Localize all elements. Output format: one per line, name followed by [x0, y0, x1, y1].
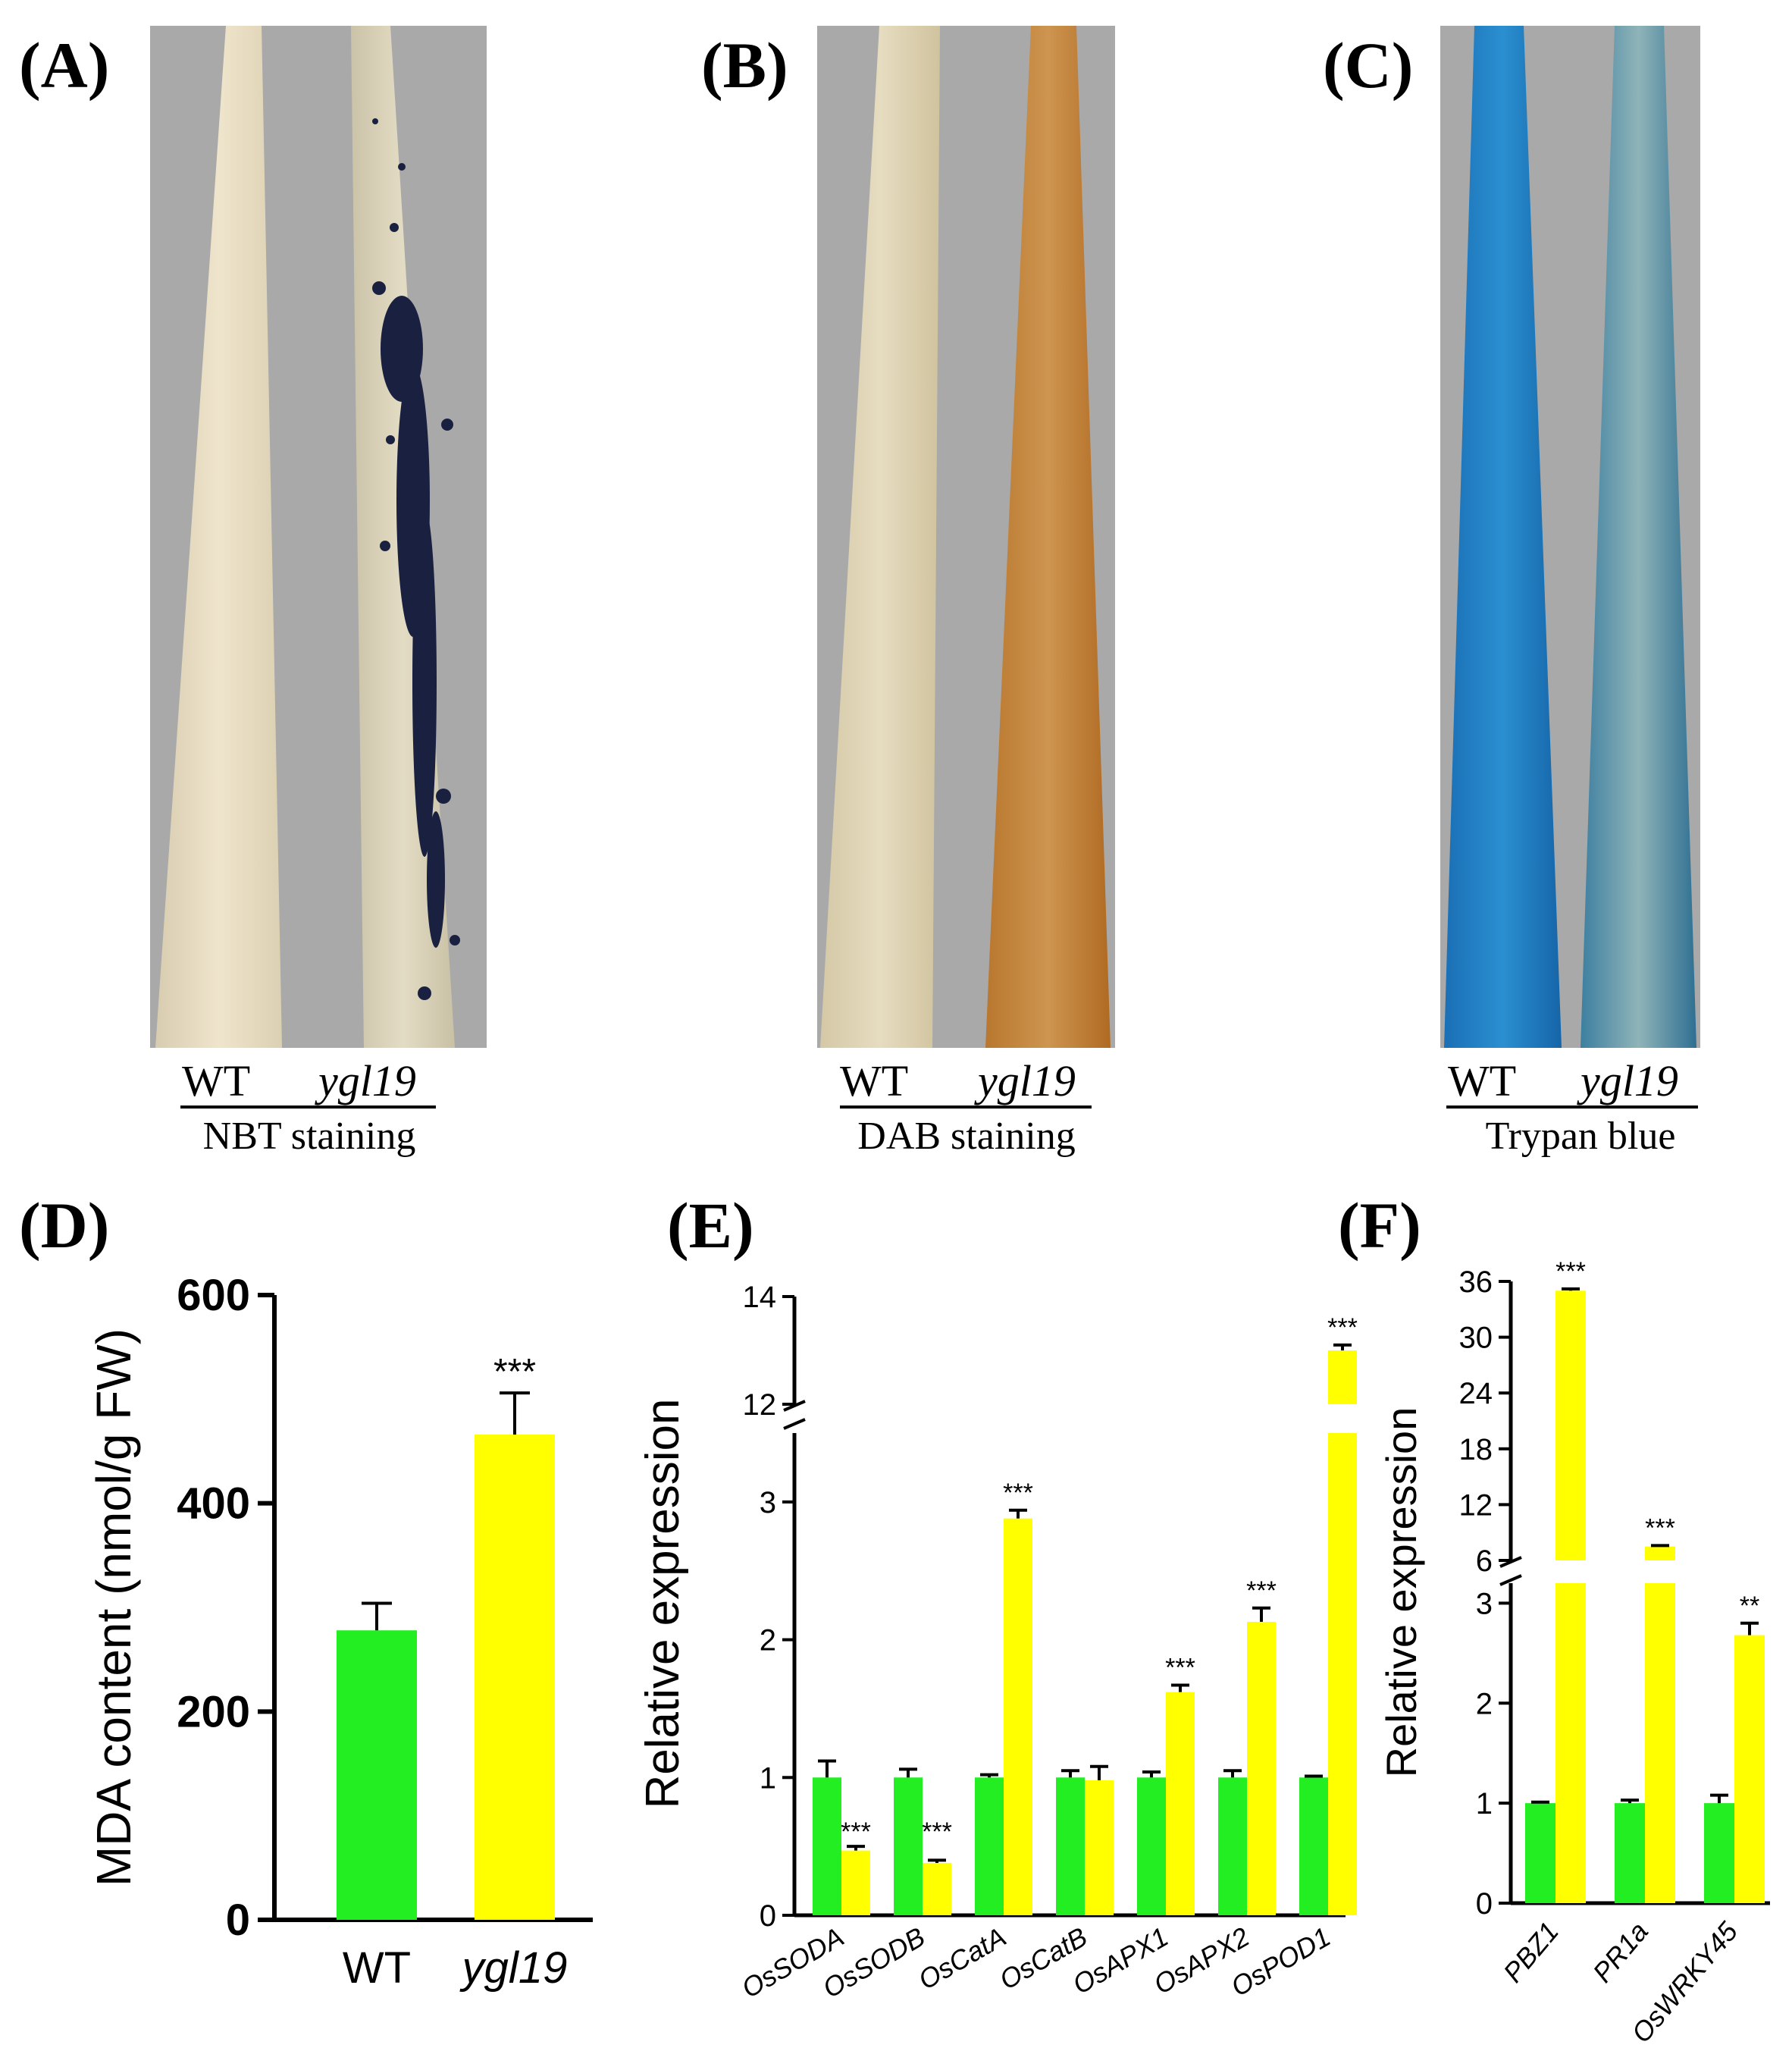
bar-OsCatA-ygl19 — [1004, 1518, 1032, 1915]
significance-marker: *** — [1555, 1257, 1586, 1286]
panel-b-label: (B) — [701, 29, 788, 102]
panel-a-mutant-label: ygl19 — [315, 1056, 416, 1105]
bar-OsSODA-wt — [813, 1777, 841, 1915]
y-tick-label: 1 — [760, 1761, 776, 1795]
x-tick-label: ygl19 — [459, 1943, 568, 1993]
bar-OsPOD1-wt — [1299, 1777, 1328, 1915]
ygl19-leaf-dab — [985, 26, 1111, 1048]
y-tick-label: 2 — [760, 1624, 776, 1657]
nbt-stain-spots — [372, 118, 460, 1000]
bar-OsAPX1-wt — [1137, 1777, 1166, 1915]
panel-d-label: (D) — [19, 1189, 109, 1262]
panel-c-mutant-label: ygl19 — [1577, 1056, 1678, 1105]
bar-OsWRKY45-ygl19 — [1734, 1635, 1765, 1903]
panel-b-mutant-label: ygl19 — [974, 1056, 1076, 1105]
x-tick-label: WT — [343, 1943, 411, 1993]
y-tick-label: 12 — [1459, 1488, 1493, 1522]
bar-OsCatA-wt — [975, 1777, 1004, 1915]
panel-a-wt-label: WT — [182, 1056, 250, 1105]
significance-marker: *** — [1165, 1654, 1195, 1683]
y-tick-label: 0 — [1476, 1887, 1493, 1921]
y-tick-label: 2 — [1476, 1687, 1493, 1720]
bar-axis-break-gap — [1554, 1560, 1587, 1583]
x-tick-label: PBZ1 — [1497, 1916, 1565, 1988]
bar-OsAPX2-ygl19 — [1247, 1621, 1276, 1915]
bar-axis-break-gap — [1643, 1560, 1677, 1583]
ygl19-leaf-trypan — [1581, 26, 1696, 1048]
bar-WT — [337, 1630, 417, 1920]
significance-marker: *** — [493, 1352, 536, 1392]
wt-leaf-nbt — [155, 26, 282, 1048]
significance-marker: *** — [1246, 1576, 1277, 1605]
bar-OsAPX2-wt — [1218, 1777, 1247, 1915]
bar-OsCatB-wt — [1056, 1777, 1085, 1915]
significance-marker: ** — [1740, 1592, 1759, 1620]
panel-a-label: (A) — [19, 29, 109, 102]
bar-OsAPX1-ygl19 — [1166, 1692, 1195, 1915]
panel-a: (A) WT ygl19 NBT staining — [19, 26, 487, 1158]
bar-OsWRKY45-wt — [1704, 1803, 1734, 1903]
y-tick-label: 12 — [743, 1388, 777, 1422]
panel-b-stain-label: DAB staining — [857, 1115, 1075, 1158]
bar-PBZ1-ygl19 — [1555, 1290, 1586, 1903]
x-tick-label: OsCatA — [913, 1921, 1011, 1996]
panel-c-label: (C) — [1323, 29, 1413, 102]
y-tick-label: 0 — [760, 1899, 776, 1933]
bar-OsSODB-ygl19 — [923, 1862, 951, 1915]
panel-c-wt-label: WT — [1448, 1056, 1516, 1105]
wt-leaf-trypan — [1444, 26, 1562, 1048]
bar-PR1a-wt — [1615, 1803, 1645, 1903]
chart-d: 0 200 400 600 MDA content (nmol/g FW) WT ygl19… — [86, 1271, 593, 1993]
bar-axis-break-gap — [1327, 1404, 1358, 1433]
significance-marker: *** — [922, 1817, 952, 1846]
y-tick-label: 14 — [743, 1281, 777, 1314]
wt-leaf-dab — [820, 26, 940, 1048]
panel-f-label: (F) — [1338, 1189, 1421, 1262]
y-tick-label: 36 — [1459, 1265, 1493, 1299]
significance-marker: *** — [1003, 1479, 1033, 1507]
bar-OsSODB-wt — [894, 1777, 923, 1915]
bar-OsCatB-ygl19 — [1085, 1780, 1114, 1915]
y-tick-label: 3 — [1476, 1587, 1493, 1620]
y-tick-label: 18 — [1459, 1433, 1493, 1466]
significance-marker: *** — [841, 1817, 871, 1846]
y-tick-label: 200 — [177, 1687, 250, 1736]
bar-PBZ1-wt — [1525, 1803, 1555, 1903]
significance-marker: *** — [1645, 1513, 1675, 1542]
x-tick-label: PR1a — [1587, 1916, 1654, 1988]
y-axis-label: MDA content (nmol/g FW) — [86, 1328, 141, 1886]
y-tick-label: 1 — [1476, 1787, 1493, 1820]
axis-break-mark — [783, 1418, 806, 1430]
panel-a-stain-label: NBT staining — [203, 1115, 416, 1158]
panel-c-stain-label: Trypan blue — [1486, 1115, 1676, 1158]
bar-OsSODA-ygl19 — [841, 1850, 870, 1915]
y-axis-label: Relative expression — [1377, 1407, 1425, 1778]
axis-break-mark — [1499, 1574, 1522, 1586]
y-tick-label: 6 — [1476, 1545, 1493, 1578]
significance-marker: *** — [1327, 1313, 1358, 1342]
y-tick-label: 24 — [1459, 1377, 1493, 1410]
bar-ygl19 — [475, 1435, 555, 1920]
panel-b: (B) WT ygl19 DAB staining — [701, 26, 1115, 1158]
y-tick-label: 30 — [1459, 1322, 1493, 1355]
panel-b-wt-label: WT — [840, 1056, 908, 1105]
bar-OsPOD1-ygl19 — [1328, 1350, 1357, 1915]
y-tick-label: 400 — [177, 1479, 250, 1529]
y-tick-label: 3 — [760, 1486, 776, 1519]
y-axis-label: Relative expression — [637, 1398, 689, 1808]
panel-c: (C) WT ygl19 Trypan blue — [1323, 26, 1700, 1158]
y-tick-label: 0 — [226, 1896, 250, 1945]
bar-PR1a-ygl19 — [1645, 1546, 1675, 1903]
y-tick-label: 600 — [177, 1271, 250, 1320]
panel-e-label: (E) — [667, 1189, 754, 1262]
